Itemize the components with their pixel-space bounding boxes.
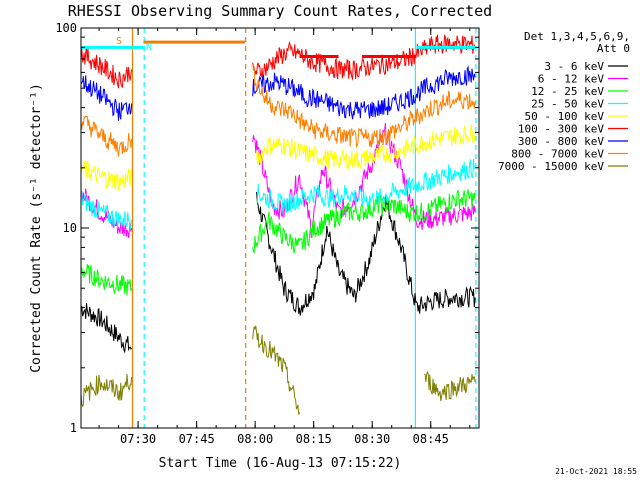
series-line-8-2 bbox=[423, 370, 476, 402]
series-line-0-0 bbox=[81, 303, 132, 354]
series-line-3-0 bbox=[81, 191, 133, 230]
legend-label-5: 100 - 300 keV bbox=[518, 123, 604, 136]
legend-label-7: 800 - 7000 keV bbox=[511, 148, 604, 161]
series-line-7-1 bbox=[252, 66, 476, 149]
legend-label-0: 3 - 6 keV bbox=[544, 60, 604, 73]
series-line-8-0 bbox=[81, 373, 133, 408]
series-line-3-1 bbox=[256, 158, 476, 215]
series-6 bbox=[81, 65, 476, 121]
series-line-4-0 bbox=[81, 160, 133, 191]
x-tick-label-1: 07:45 bbox=[179, 432, 215, 446]
series-line-7-0 bbox=[81, 115, 133, 157]
series-line-5-0 bbox=[81, 46, 133, 89]
series-3 bbox=[81, 158, 476, 230]
legend-label-8: 7000 - 15000 keV bbox=[498, 160, 604, 173]
series-line-6-0 bbox=[81, 75, 133, 121]
x-tick-label-2: 08:00 bbox=[237, 432, 273, 446]
chart-title: RHESSI Observing Summary Count Rates, Co… bbox=[68, 2, 492, 20]
series-4 bbox=[81, 124, 476, 191]
legend-header-line1: Det 1,3,4,5,6,9, bbox=[524, 30, 630, 43]
series-1 bbox=[81, 122, 476, 239]
x-tick-label-0: 07:30 bbox=[120, 432, 156, 446]
series-line-1-0 bbox=[81, 188, 133, 239]
legend-label-2: 12 - 25 keV bbox=[531, 85, 604, 98]
series-2 bbox=[81, 189, 476, 296]
y-tick-label-0: 1 bbox=[70, 421, 77, 435]
y-tick-label-2: 100 bbox=[55, 21, 77, 35]
flag-label-s: S bbox=[116, 36, 122, 47]
series-line-1-1 bbox=[252, 122, 476, 238]
series-line-2-0 bbox=[81, 263, 133, 296]
legend-label-3: 25 - 50 keV bbox=[531, 98, 604, 111]
series-0 bbox=[81, 191, 476, 354]
axis-layer: 07:30 07:45 08:00 08:15 08:30 08:45 1 10 100 bbox=[55, 21, 479, 446]
series-line-5-1 bbox=[252, 34, 476, 81]
series-line-4-1 bbox=[256, 124, 476, 172]
y-axis-label: Corrected Count Rate (s⁻¹ detector⁻¹) bbox=[29, 83, 44, 373]
series-line-8-1 bbox=[252, 325, 300, 415]
series-line-2-1 bbox=[252, 189, 476, 255]
x-axis-label: Start Time (16-Aug-13 07:15:22) bbox=[159, 456, 402, 471]
y-tick-label-1: 10 bbox=[63, 221, 77, 235]
legend-header-line2: Att 0 bbox=[597, 42, 630, 55]
legend-label-1: 6 - 12 keV bbox=[538, 73, 605, 86]
series-line-6-1 bbox=[252, 65, 476, 120]
flag-label-n: N bbox=[146, 42, 152, 53]
series-8 bbox=[81, 325, 476, 415]
legend-label-4: 50 - 100 keV bbox=[525, 110, 605, 123]
series-7 bbox=[81, 66, 476, 157]
series-line-0-1 bbox=[256, 191, 476, 316]
series-5 bbox=[81, 34, 476, 89]
x-tick-label-3: 08:15 bbox=[296, 432, 332, 446]
footer-date: 21-Oct-2021 18:55 bbox=[555, 467, 637, 476]
series-layer bbox=[81, 34, 476, 415]
x-tick-label-4: 08:30 bbox=[354, 432, 390, 446]
legend-label-6: 300 - 800 keV bbox=[518, 135, 604, 148]
x-tick-label-5: 08:45 bbox=[413, 432, 449, 446]
